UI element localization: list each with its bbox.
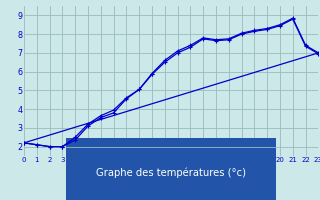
X-axis label: Graphe des températures (°c): Graphe des températures (°c)	[96, 168, 246, 178]
